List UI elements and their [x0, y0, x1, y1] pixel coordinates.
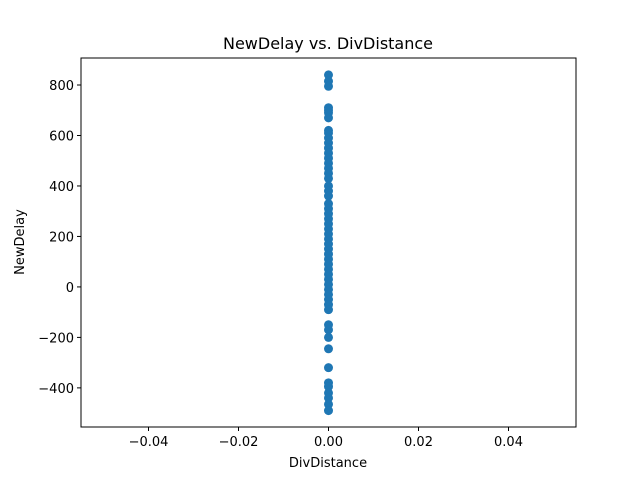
x-tick-label: −0.02: [219, 435, 259, 450]
y-axis-label: NewDelay: [13, 209, 28, 275]
point: [324, 399, 333, 409]
point: [324, 81, 333, 91]
y-tick-label: 600: [49, 129, 74, 144]
plot-frame: [80, 57, 577, 428]
y-tick-label: 800: [49, 79, 74, 94]
y-tick-label: −200: [38, 331, 74, 346]
point: [324, 191, 333, 201]
point: [324, 173, 333, 183]
point: [324, 382, 333, 392]
x-tick-label: −0.04: [129, 435, 169, 450]
point: [324, 393, 333, 403]
y-tick-label: 0: [66, 281, 74, 296]
point: [324, 325, 333, 335]
x-tick-label: 0.02: [404, 435, 433, 450]
point: [324, 305, 333, 315]
y-tick-label: 400: [49, 180, 74, 195]
x-tick-label: 0.04: [494, 435, 523, 450]
y-tick-label: 200: [49, 230, 74, 245]
point: [324, 332, 333, 342]
y-tick-label: −400: [38, 382, 74, 397]
point: [324, 344, 333, 354]
x-axis-label: DivDistance: [289, 456, 367, 471]
point: [324, 113, 333, 123]
chart-title: NewDelay vs. DivDistance: [223, 34, 433, 53]
point: [324, 406, 333, 416]
x-tick-label: 0.00: [314, 435, 343, 450]
point: [324, 363, 333, 373]
point: [324, 70, 333, 80]
